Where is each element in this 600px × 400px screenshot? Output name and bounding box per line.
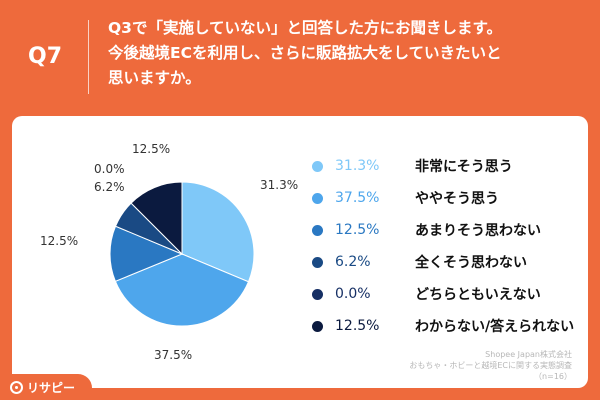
source-survey: おもちゃ・ホビーと越境ECに関する実態調査 [409,361,572,370]
legend-label: 非常にそう思う [415,159,513,175]
legend-percent: 6.2% [335,254,371,270]
legend-item: 12.5% わからない/答えられない [312,314,574,338]
legend-percent: 0.0% [335,286,371,302]
pie-slice-label: 31.3% [260,178,299,192]
legend-dot-icon [312,224,323,236]
chart-card: 31.3% 37.5% 12.5% 6.2% 0.0% 12.5% 31.3% 非常にそう思… [12,116,588,388]
legend-percent: 37.5% [335,190,380,206]
legend-dot-icon [312,320,323,332]
question-line-2: 今後越境ECを利用し、さらに販路拡大をしていきたいと [108,44,502,62]
brand-name: リサピー [27,380,76,395]
legend-item: 0.0% どちらともいえない [312,282,574,306]
legend-item: 31.3% 非常にそう思う [312,154,574,178]
pie-slice [114,253,250,327]
legend-percent: 12.5% [335,318,380,334]
source-sample-size: （n=16） [534,372,572,381]
legend-percent: 12.5% [335,222,380,238]
legend-dot-icon [312,288,323,300]
pie-slice-label: 12.5% [132,142,171,156]
question-number: Q7 [28,44,63,69]
question-text: Q3で「実施していない」と回答した方にお聞きします。 今後越境ECを利用し、さら… [108,16,578,91]
legend-item: 37.5% ややそう思う [312,186,574,210]
pie-slice-label: 12.5% [40,234,79,248]
pie-slice-label: 37.5% [154,348,193,362]
question-line-3: 思いますか。 [108,69,201,87]
brand-logo: リサピー [0,374,92,400]
pie-slice-label: 6.2% [94,180,125,194]
legend-label: あまりそう思わない [415,223,541,239]
brand-pin-icon [10,380,23,394]
legend-label: どちらともいえない [415,287,541,303]
pie-slice [130,181,183,256]
legend-item: 6.2% 全くそう思わない [312,250,574,274]
legend-dot-icon [312,256,323,268]
pie-slice [181,181,255,283]
legend-label: わからない/答えられない [415,319,575,335]
legend-item: 12.5% あまりそう思わない [312,218,574,242]
legend: 31.3% 非常にそう思う 37.5% ややそう思う 12.5% あまりそう思わない 6.2… [312,154,574,346]
legend-percent: 31.3% [335,158,380,174]
pie-chart [109,181,255,327]
pie-slice-label: 0.0% [94,162,125,176]
source-company: Shopee Japan株式会社 [485,350,572,359]
legend-label: 全くそう思わない [415,255,527,271]
source-note: Shopee Japan株式会社 おもちゃ・ホビーと越境ECに関する実態調査 （… [409,349,572,382]
legend-dot-icon [312,160,323,172]
question-line-1: Q3で「実施していない」と回答した方にお聞きします。 [108,19,502,37]
header-divider [88,20,89,94]
legend-label: ややそう思う [415,191,499,207]
legend-dot-icon [312,192,323,204]
